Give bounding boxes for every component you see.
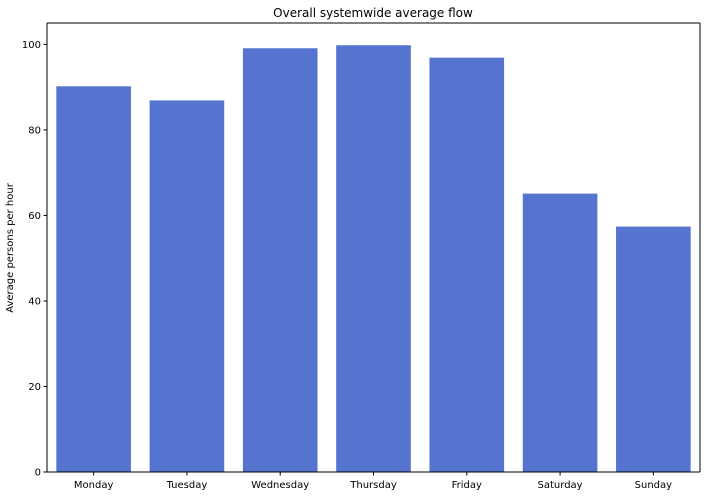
x-tick-label-sunday: Sunday (635, 480, 672, 491)
x-tick-label-thursday: Thursday (349, 480, 397, 491)
bar-tuesday (149, 100, 225, 473)
y-tick-label: 40 (28, 296, 41, 307)
bars-group (56, 45, 691, 473)
axes-frame (46, 22, 701, 473)
bar-monday (56, 86, 131, 472)
x-tick-label-friday: Friday (452, 480, 482, 491)
y-axis: 0 20 40 60 80 100 (22, 40, 47, 479)
bar-friday (429, 57, 505, 472)
bar-thursday (336, 45, 411, 473)
chart-title: Overall systemwide average flow (273, 6, 473, 20)
y-axis-label: Average persons per hour (5, 182, 16, 312)
y-tick-label: 100 (22, 40, 41, 51)
y-tick-label: 60 (28, 211, 41, 222)
x-tick-label-saturday: Saturday (538, 480, 583, 491)
y-tick-label: 0 (35, 468, 41, 479)
bar-wednesday (242, 48, 318, 472)
bar-saturday (522, 193, 598, 472)
y-tick-label: 20 (28, 382, 41, 393)
x-axis: Monday Tuesday Wednesday Thursday Friday Satu… (74, 472, 672, 491)
x-tick-label-monday: Monday (74, 480, 114, 491)
y-tick-label: 80 (28, 125, 41, 136)
bar-sunday (616, 226, 691, 472)
x-tick-label-wednesday: Wednesday (251, 480, 309, 491)
x-tick-label-tuesday: Tuesday (166, 480, 208, 491)
